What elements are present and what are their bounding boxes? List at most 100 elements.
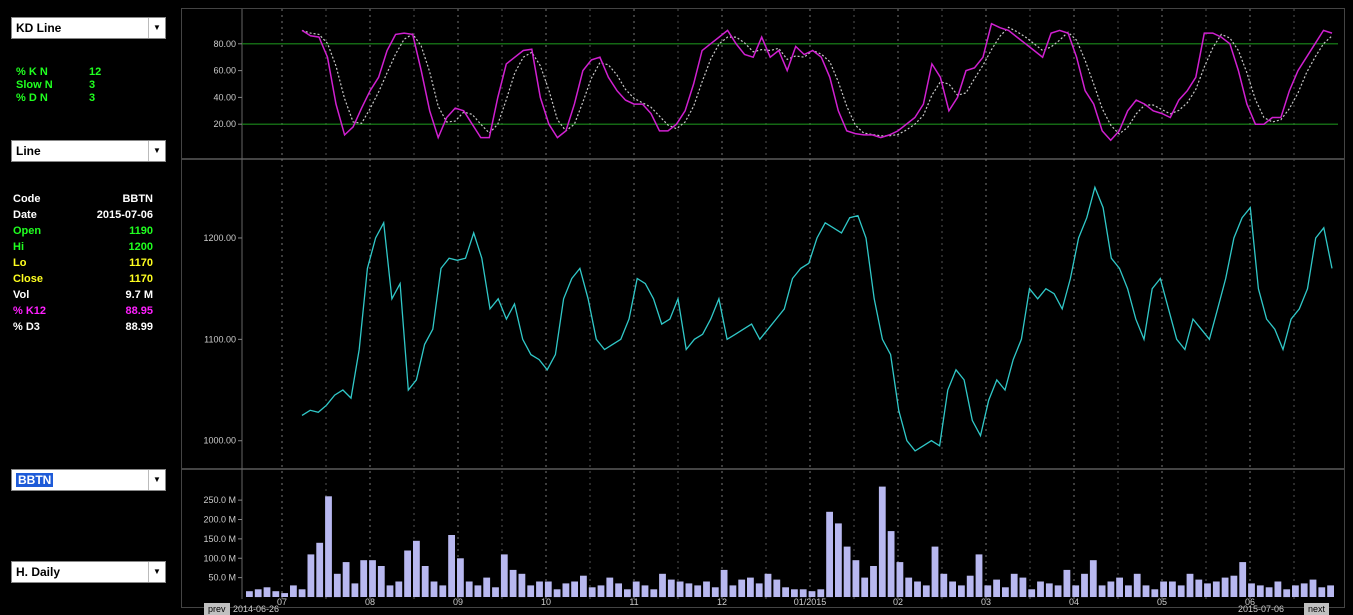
sidebar: KD Line ▼ % K N 12 Slow N 3 % D N 3 Line ▼ Co… [0,0,175,615]
indicator-param-label: Slow N [16,79,53,91]
next-button[interactable]: next [1304,603,1330,615]
volume-bar [1160,581,1167,597]
volume-bar [958,585,965,597]
indicator-select[interactable]: KD Line ▼ [11,17,166,39]
y-tick-label: 200.0 M [203,515,236,525]
volume-bar [377,566,385,597]
volume-bar [571,581,578,597]
volume-bar [298,589,306,598]
volume-bar [430,581,438,597]
quote-info-value: 1170 [129,273,153,285]
volume-bar [457,558,464,598]
volume-bar [817,589,825,598]
volume-bar [676,581,684,597]
volume-bar [852,560,860,597]
chart-type-select-value: Line [16,144,41,158]
quote-info-row: Date 2015-07-06 [13,209,153,221]
volume-bar [527,585,535,597]
indicator-param-label: % K N [16,66,48,78]
volume-bar [316,542,324,598]
volume-bar [360,560,368,597]
volume-bar [1195,579,1203,597]
volume-bar [492,587,499,597]
volume-bar [1098,585,1106,597]
volume-bar [606,577,614,597]
quote-info-row: Code BBTN [13,193,153,205]
volume-bar [1028,589,1036,598]
quote-info-row: Lo 1170 [13,257,153,269]
volume-bar [1019,577,1027,597]
volume-bar [1283,589,1291,598]
quote-info-label: Close [13,273,43,285]
y-tick-label: 80.00 [213,39,236,49]
volume-bar [1089,560,1097,597]
quote-info-label: Date [13,209,37,221]
volume-bar [1072,585,1080,597]
quote-info-label: Code [13,193,41,205]
volume-bar [1045,583,1053,597]
volume-bar [843,546,851,597]
quote-info-value: 1200 [128,241,153,253]
chart-area[interactable]: 07 08 09 10 11 12 01/2015 02 03 04 05 06 20.00 40.00 6… [181,8,1345,608]
x-tick-label: 06 [1245,597,1255,607]
quote-info-row: Hi 1200 [13,241,153,253]
stock-chart[interactable]: 07 08 09 10 11 12 01/2015 02 03 04 05 06 20.00 40.00 6… [182,9,1344,607]
volume-bar [1081,573,1088,598]
prev-button[interactable]: prev [204,603,230,615]
volume-bar [272,591,280,597]
volume-bar [1274,581,1282,597]
x-tick-label: 01/2015 [794,597,827,607]
volume-bar [465,581,473,597]
period-select[interactable]: H. Daily ▼ [11,561,166,583]
volume-bar [500,554,508,597]
volume-bar [1151,589,1159,598]
indicator-select-value: KD Line [16,21,62,35]
volume-bar [791,589,798,598]
volume-bar [966,575,974,597]
y-tick-label: 50.0 M [208,573,236,583]
chevron-down-icon[interactable]: ▼ [148,18,165,38]
volume-bar [1125,585,1132,597]
x-tick-label: 12 [717,597,727,607]
volume-bar [1133,573,1141,598]
volume-bar [254,589,262,598]
volume-bar [333,573,341,598]
chevron-down-icon[interactable]: ▼ [148,141,165,161]
volume-bar [544,581,552,597]
kd-d-line [301,26,1333,137]
kd-k-line [301,22,1333,142]
end-date: 2015-07-06 [1238,604,1285,614]
volume-bar [536,581,543,597]
x-tick-label: 04 [1069,597,1079,607]
volume-bar [307,554,315,597]
volume-bar [518,573,526,598]
y-tick-label: 250.0 M [203,495,236,505]
volume-bar [993,579,1000,597]
chart-type-select[interactable]: Line ▼ [11,140,166,162]
volume-bar [597,585,605,597]
volume-bar [588,587,596,597]
quote-info-value: 9.7 M [125,289,153,301]
volume-bar [1212,581,1220,597]
volume-bar [386,585,394,597]
indicator-param: % K N 12 [16,66,116,78]
quote-info-label: % D3 [13,321,40,333]
volume-bar [615,583,622,597]
x-tick-label: 02 [893,597,903,607]
volume-bar [782,587,789,597]
volume-bar [1309,579,1317,597]
volume-bar [984,585,992,597]
volume-bar [878,486,886,597]
volume-bar [351,583,359,597]
volume-bar [659,573,666,598]
volume-bar [632,581,640,597]
volume-bar [624,589,631,598]
symbol-select[interactable]: BBTN ▼ [11,469,166,491]
quote-info-value: BBTN [122,193,153,205]
volume-bar [263,587,271,597]
chevron-down-icon[interactable]: ▼ [148,562,165,582]
chevron-down-icon[interactable]: ▼ [148,470,165,490]
volume-bar [808,591,816,597]
volume-bar [1002,587,1009,597]
x-tick-label: 03 [981,597,991,607]
